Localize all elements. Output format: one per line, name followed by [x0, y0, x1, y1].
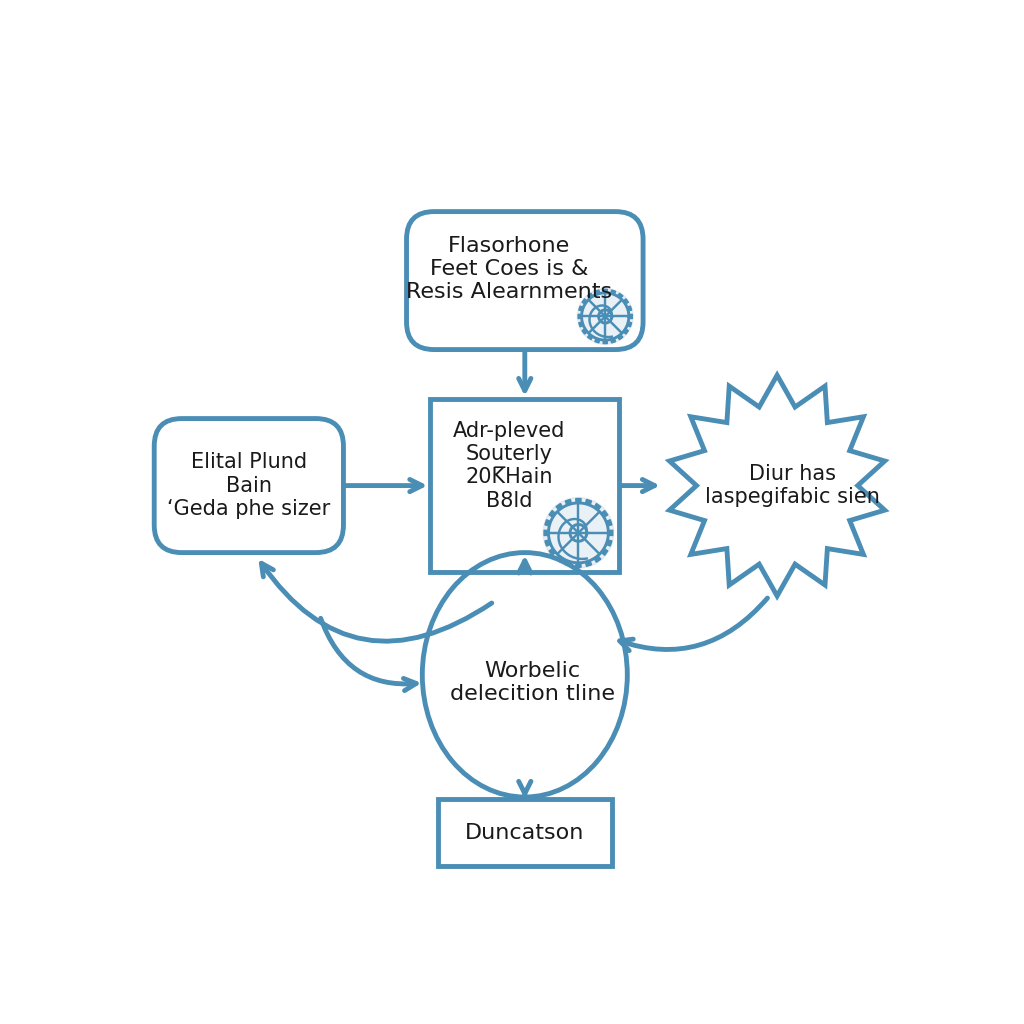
Text: Flasorhone
Feet Coes is &
Resis Alearnments: Flasorhone Feet Coes is & Resis Alearnme… [406, 236, 612, 302]
Polygon shape [556, 504, 563, 510]
Text: Elital Plund
Bain
‘Geda phe sizer: Elital Plund Bain ‘Geda phe sizer [167, 453, 331, 519]
Polygon shape [556, 556, 563, 562]
Polygon shape [565, 500, 571, 505]
Polygon shape [582, 329, 587, 334]
Polygon shape [545, 520, 551, 526]
Polygon shape [610, 338, 615, 343]
Polygon shape [595, 290, 600, 295]
Polygon shape [575, 499, 582, 503]
Text: Diur has
laspegifabic sien: Diur has laspegifabic sien [706, 464, 881, 507]
Text: Adr-pleved
Souterly
20K̅Hain
B8ld: Adr-pleved Souterly 20K̅Hain B8ld [453, 421, 565, 511]
Polygon shape [617, 293, 623, 298]
Polygon shape [624, 329, 629, 334]
Polygon shape [579, 322, 584, 327]
Polygon shape [624, 299, 629, 304]
Polygon shape [588, 335, 593, 340]
Text: Worbelic
delecition tline: Worbelic delecition tline [451, 662, 615, 705]
Polygon shape [544, 530, 549, 536]
Circle shape [543, 498, 613, 568]
Bar [430, 398, 620, 572]
Polygon shape [594, 556, 601, 562]
Polygon shape [579, 314, 582, 318]
Polygon shape [603, 290, 607, 293]
Polygon shape [617, 335, 623, 340]
Polygon shape [549, 549, 556, 555]
Polygon shape [627, 322, 632, 327]
Polygon shape [601, 511, 608, 517]
Polygon shape [606, 540, 612, 546]
Polygon shape [586, 560, 592, 566]
Polygon shape [601, 549, 608, 555]
Polygon shape [579, 306, 584, 311]
Polygon shape [545, 540, 551, 546]
Circle shape [578, 289, 633, 344]
Polygon shape [594, 504, 601, 510]
Polygon shape [603, 340, 607, 344]
Polygon shape [582, 299, 587, 304]
Polygon shape [608, 530, 612, 536]
Polygon shape [610, 290, 615, 295]
Polygon shape [627, 306, 632, 311]
Polygon shape [586, 500, 592, 505]
Polygon shape [629, 314, 633, 318]
Bar [438, 799, 611, 866]
Polygon shape [549, 511, 556, 517]
Polygon shape [588, 293, 593, 298]
Polygon shape [595, 338, 600, 343]
Polygon shape [575, 563, 582, 567]
Polygon shape [565, 560, 571, 566]
Text: Duncatson: Duncatson [465, 822, 585, 843]
Polygon shape [606, 520, 612, 526]
